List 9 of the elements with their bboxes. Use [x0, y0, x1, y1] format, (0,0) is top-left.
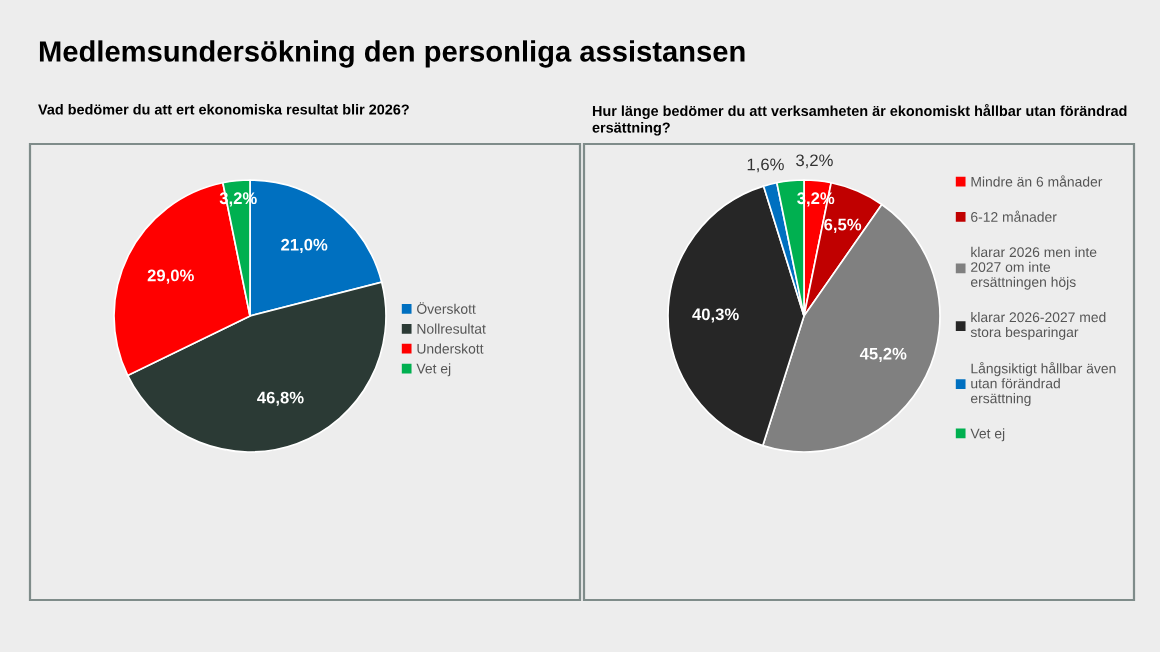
data-label: 6,5%	[824, 218, 862, 233]
chart-title: Medlemsundersökning den personliga assistansen	[39, 40, 745, 68]
data-label: 45,2%	[859, 347, 907, 363]
data-label: 1,6%	[747, 158, 784, 173]
data-label: 46,8%	[257, 391, 304, 406]
data-label: 40,3%	[692, 308, 739, 323]
data-label: 21,0%	[281, 238, 328, 254]
data-label: 29,0%	[147, 269, 194, 284]
data-label: 3,2%	[796, 154, 833, 169]
